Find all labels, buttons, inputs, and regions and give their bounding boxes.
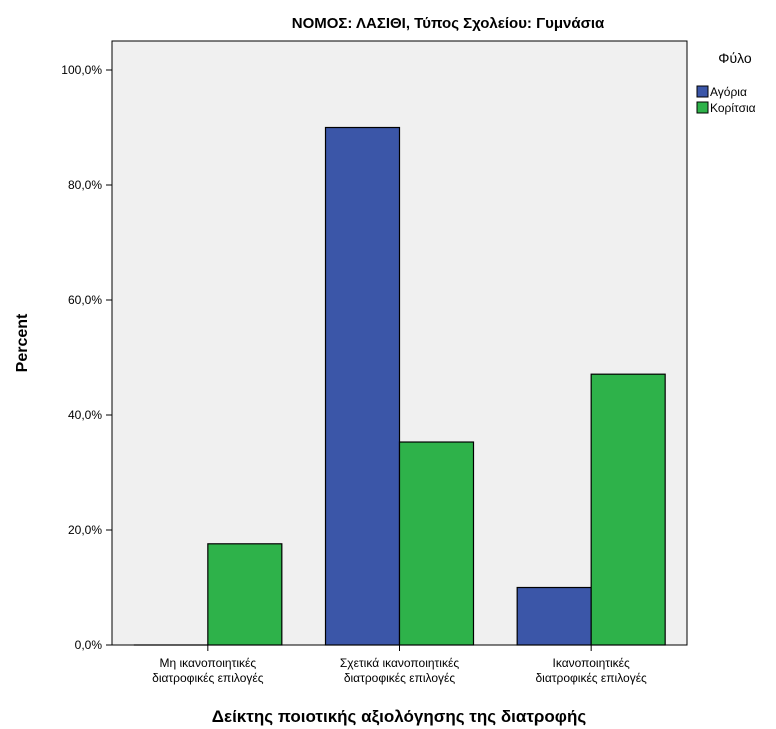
x-tick-label-line: διατροφικές επιλογές — [535, 671, 647, 685]
y-axis-label: Percent — [14, 313, 31, 372]
x-tick-label-line: Ικανοποιητικές — [553, 656, 631, 670]
legend-label: Κορίτσια — [710, 101, 756, 115]
bar — [324, 126, 401, 646]
y-tick-label: 20,0% — [68, 523, 102, 537]
legend-swatch — [696, 101, 709, 114]
y-axis: 0,0% 20,0% 40,0% 60,0% 80,0% 100,0% — [61, 63, 112, 652]
chart-title: ΝΟΜΟΣ: ΛΑΣΙΘΙ, Τύπος Σχολείου: Γυμνάσια — [292, 15, 605, 32]
y-tick-label: 80,0% — [68, 178, 102, 192]
x-tick-label: Σχετικά ικανοποιητικές διατροφικές επιλογ… — [340, 656, 459, 685]
y-tick-label: 100,0% — [61, 63, 102, 77]
legend-label: Αγόρια — [710, 85, 747, 99]
bars-group — [133, 126, 666, 646]
x-tick-label: Μη ικανοποιητικές διατροφικές επιλογές — [152, 656, 264, 685]
x-axis-label: Δείκτης ποιοτικής αξιολόγησης της διατρο… — [212, 707, 587, 726]
x-tick-label-line: Σχετικά ικανοποιητικές — [340, 656, 459, 670]
bar — [207, 543, 283, 646]
legend: Φύλο Αγόρια Κορίτσια — [696, 50, 756, 115]
bar — [516, 586, 592, 646]
x-tick-label-line: διατροφικές επιλογές — [152, 671, 264, 685]
x-tick-label: Ικανοποιητικές διατροφικές επιλογές — [535, 656, 647, 685]
y-tick-label: 40,0% — [68, 408, 102, 422]
bar — [590, 373, 666, 646]
x-tick-label-line: Μη ικανοποιητικές — [160, 656, 257, 670]
legend-swatch — [696, 85, 709, 98]
legend-title: Φύλο — [718, 50, 752, 66]
x-axis: Μη ικανοποιητικές διατροφικές επιλογέςΣχε… — [152, 645, 647, 685]
x-tick-label-line: διατροφικές επιλογές — [344, 671, 456, 685]
y-tick-label: 0,0% — [75, 638, 103, 652]
y-tick-label: 60,0% — [68, 293, 102, 307]
bar — [398, 441, 475, 646]
